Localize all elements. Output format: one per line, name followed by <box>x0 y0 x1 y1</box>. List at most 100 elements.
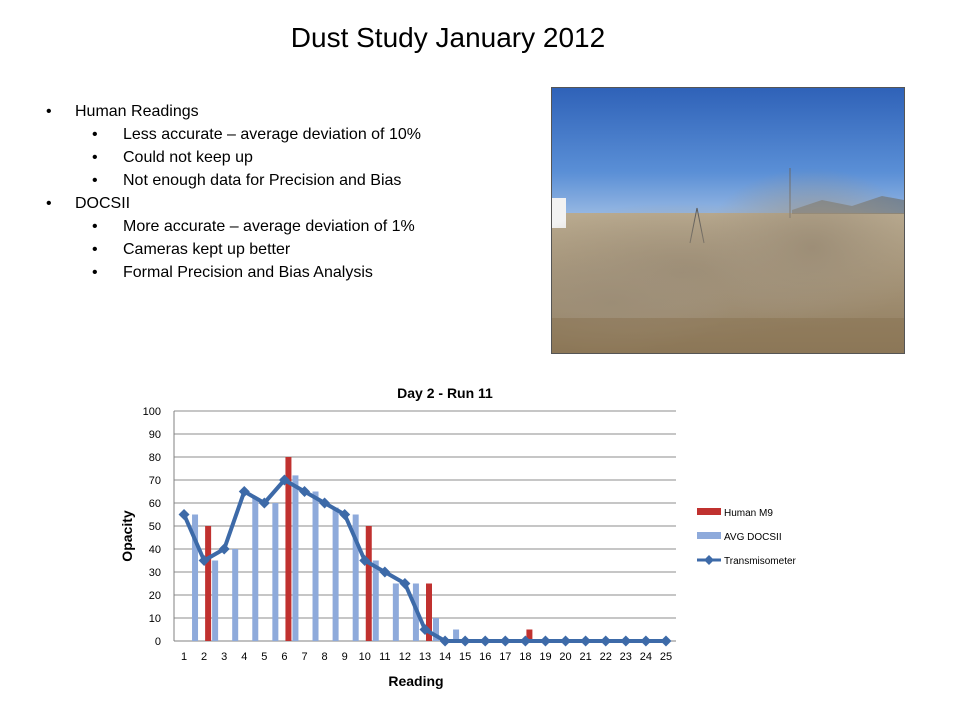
marker-transmisometer <box>198 555 210 566</box>
x-tick-label: 7 <box>301 651 307 663</box>
marker-transmisometer <box>600 635 612 647</box>
dust-cloud-photo <box>551 87 905 354</box>
bullet-dot: • <box>46 195 52 212</box>
x-tick-label: 9 <box>342 651 348 663</box>
y-tick-label: 10 <box>149 613 161 625</box>
y-tick-label: 20 <box>149 590 161 602</box>
x-tick-label: 6 <box>281 651 287 663</box>
marker-transmisometer <box>278 474 290 486</box>
marker-transmisometer <box>580 635 592 647</box>
bar-avg-docsii <box>212 560 219 641</box>
bar-avg-docsii <box>433 618 439 641</box>
bullet-item: • DOCSII <box>40 192 520 215</box>
bar-avg-docsii <box>332 507 339 641</box>
marker-transmisometer <box>519 635 531 647</box>
x-tick-label: 15 <box>459 651 471 663</box>
x-tick-label: 3 <box>221 651 227 663</box>
y-tick-label: 0 <box>155 636 161 648</box>
bullet-dot: • <box>92 149 98 166</box>
x-tick-label: 23 <box>620 651 632 663</box>
bar-avg-docsii <box>312 491 319 641</box>
sub-bullet-text: Could not keep up <box>123 149 253 166</box>
marker-transmisometer <box>439 635 451 647</box>
x-tick-label: 10 <box>359 651 371 663</box>
marker-transmisometer <box>319 497 331 509</box>
x-tick-label: 22 <box>600 651 612 663</box>
x-tick-label: 4 <box>241 651 247 663</box>
bullet-list: • Human Readings • Less accurate – average … <box>40 100 520 284</box>
marker-transmisometer <box>178 509 190 520</box>
marker-transmisometer <box>258 497 270 509</box>
sub-bullet-text: Less accurate – average deviation of 10% <box>123 126 421 143</box>
bullet-item: • Human Readings <box>40 100 520 123</box>
y-tick-label: 60 <box>149 498 161 510</box>
y-tick-label: 40 <box>149 544 161 556</box>
bullet-dot: • <box>46 103 52 120</box>
marker-transmisometer <box>620 635 632 647</box>
x-tick-label: 16 <box>479 651 491 663</box>
bullet-text: Human Readings <box>75 103 199 120</box>
marker-transmisometer <box>479 635 491 647</box>
sub-bullet-text: More accurate – average deviation of 1% <box>123 218 415 235</box>
chart-title: Day 2 - Run 11 <box>397 385 493 401</box>
sub-bullet-item: • Formal Precision and Bias Analysis <box>40 261 520 284</box>
x-axis-label: Reading <box>388 673 443 689</box>
y-tick-label: 50 <box>149 521 161 533</box>
sub-bullet-item: • Less accurate – average deviation of 10… <box>40 123 520 146</box>
bar-avg-docsii <box>453 629 460 641</box>
sub-bullet-item: • Not enough data for Precision and Bias <box>40 169 520 192</box>
marker-transmisometer <box>539 635 551 647</box>
bar-avg-docsii <box>292 475 299 641</box>
sub-bullet-text: Not enough data for Precision and Bias <box>123 172 402 189</box>
legend-label-avg-docsii: AVG DOCSII <box>724 532 782 543</box>
x-tick-label: 2 <box>201 651 207 663</box>
bar-human-m9 <box>205 526 212 641</box>
marker-transmisometer <box>339 509 351 520</box>
x-tick-label: 20 <box>559 651 571 663</box>
bar-avg-docsii <box>372 560 379 641</box>
bullet-text: DOCSII <box>75 195 131 212</box>
legend-marker-transmisometer <box>704 555 714 565</box>
x-tick-label: 14 <box>439 651 451 663</box>
bar-human-m9 <box>426 583 432 641</box>
marker-transmisometer <box>499 635 511 647</box>
legend-label-human-m9: Human M9 <box>724 508 773 519</box>
marker-transmisometer <box>299 486 311 497</box>
y-tick-label: 70 <box>149 475 161 487</box>
bar-human-m9 <box>526 629 533 641</box>
bar-human-m9 <box>365 526 372 641</box>
bar-avg-docsii <box>232 549 239 641</box>
legend-label-transmisometer: Transmisometer <box>724 556 797 567</box>
legend-swatch-human-m9 <box>697 508 721 515</box>
bar-avg-docsii <box>392 583 399 641</box>
sub-bullet-item: • More accurate – average deviation of 1% <box>40 215 520 238</box>
bullet-dot: • <box>92 218 98 235</box>
marker-transmisometer <box>640 635 652 647</box>
x-tick-label: 13 <box>419 651 431 663</box>
marker-transmisometer <box>459 635 471 647</box>
marker-transmisometer <box>419 624 431 635</box>
x-tick-label: 19 <box>539 651 551 663</box>
marker-transmisometer <box>660 635 672 647</box>
y-tick-label: 30 <box>149 567 161 579</box>
y-tick-label: 100 <box>143 406 161 418</box>
x-tick-label: 21 <box>580 651 592 663</box>
marker-transmisometer <box>399 578 411 589</box>
bar-avg-docsii <box>272 503 279 641</box>
x-tick-label: 25 <box>660 651 672 663</box>
marker-transmisometer <box>379 566 391 578</box>
x-tick-label: 24 <box>640 651 652 663</box>
x-tick-label: 18 <box>519 651 531 663</box>
y-tick-label: 80 <box>149 452 161 464</box>
sub-bullet-text: Cameras kept up better <box>123 241 291 258</box>
x-tick-label: 12 <box>399 651 411 663</box>
x-tick-label: 17 <box>499 651 511 663</box>
sub-bullet-text: Formal Precision and Bias Analysis <box>123 264 373 281</box>
sub-bullet-item: • Could not keep up <box>40 146 520 169</box>
sub-bullet-item: • Cameras kept up better <box>40 238 520 261</box>
marker-transmisometer <box>238 486 250 497</box>
y-tick-label: 90 <box>149 429 161 441</box>
x-tick-label: 5 <box>261 651 267 663</box>
bullet-dot: • <box>92 172 98 189</box>
slide-title: Dust Study January 2012 <box>290 22 606 53</box>
